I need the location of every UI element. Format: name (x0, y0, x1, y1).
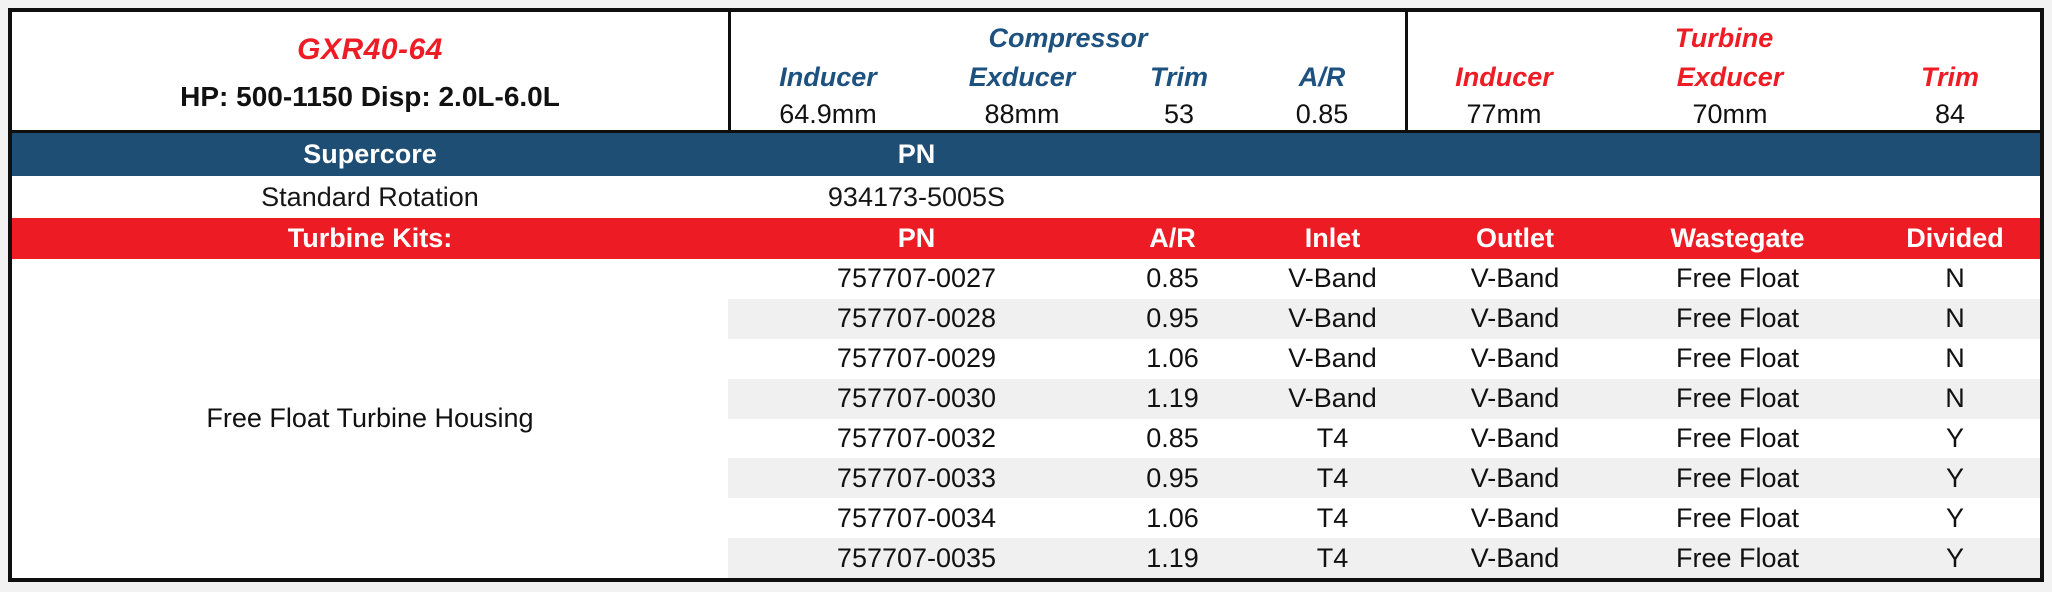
header-block: GXR40-64 HP: 500-1150 Disp: 2.0L-6.0L Co… (12, 12, 2040, 133)
turbine-section: Turbine Inducer Exducer Trim 77mm 70mm 8… (1408, 12, 2040, 132)
kit-divided: N (1945, 263, 1965, 294)
kit-inlet: V-Band (1288, 263, 1377, 294)
turbine-exducer-value: 70mm (1692, 98, 1768, 129)
kit-pn: 757707-0030 (836, 383, 997, 414)
kits-header-outlet: Outlet (1476, 223, 1554, 253)
kit-ar: 1.19 (1146, 542, 1199, 573)
turbine-kits-header-band: Turbine Kits: PN A/R Inlet Outlet Wasteg… (12, 218, 2040, 259)
kits-header-ar: A/R (1149, 223, 1196, 253)
kit-inlet: V-Band (1288, 383, 1377, 414)
kit-divided: Y (1945, 542, 1964, 573)
compressor-header-inducer: Inducer (779, 61, 877, 92)
turbine-header-trim: Trim (1920, 61, 1980, 92)
kit-wastegate: Free Float (1675, 303, 1800, 334)
kit-divided: Y (1945, 502, 1964, 533)
kits-table-body: Free Float Turbine Housing 757707-0027 0… (12, 259, 2040, 578)
kit-ar: 1.19 (1146, 383, 1199, 414)
kit-row: 757707-0029 1.06 V-Band V-Band Free Floa… (12, 339, 2040, 379)
supercore-header-band: Supercore PN (12, 133, 2040, 176)
kit-wastegate: Free Float (1675, 343, 1800, 374)
kit-divided: N (1945, 303, 1965, 334)
turbine-values-row: 77mm 70mm 84 (1408, 96, 2040, 132)
kit-outlet: V-Band (1470, 263, 1560, 294)
turbine-kits-label: Turbine Kits: (287, 223, 453, 253)
kits-header-pn: PN (897, 223, 936, 253)
compressor-headers-row: Inducer Exducer Trim A/R (731, 58, 1405, 96)
compressor-inducer-value: 64.9mm (779, 98, 877, 129)
kit-inlet: T4 (1316, 422, 1349, 453)
kit-pn: 757707-0029 (836, 343, 997, 374)
kit-wastegate: Free Float (1675, 462, 1800, 493)
turbine-trim-value: 84 (1934, 98, 1966, 129)
turbine-inducer-value: 77mm (1466, 98, 1542, 129)
compressor-header-exducer: Exducer (968, 61, 1076, 92)
kit-ar: 1.06 (1146, 343, 1199, 374)
supercore-row: Standard Rotation 934173-5005S (12, 176, 2040, 218)
kit-row: 757707-0028 0.95 V-Band V-Band Free Floa… (12, 298, 2040, 339)
kit-row: 757707-0034 1.06 T4 V-Band Free Float Y (12, 498, 2040, 538)
kit-outlet: V-Band (1470, 462, 1560, 493)
product-header-cell: GXR40-64 HP: 500-1150 Disp: 2.0L-6.0L (12, 12, 728, 132)
kit-inlet: V-Band (1288, 343, 1377, 374)
kits-header-divided: Divided (1906, 223, 2004, 253)
turbine-header-inducer: Inducer (1455, 61, 1553, 92)
kit-divided: Y (1945, 422, 1964, 453)
kit-pn: 757707-0034 (836, 502, 997, 533)
compressor-title: Compressor (988, 22, 1148, 53)
kit-pn: 757707-0035 (836, 542, 997, 573)
kit-ar: 1.06 (1146, 502, 1199, 533)
supercore-row-label: Standard Rotation (261, 181, 479, 212)
kit-row: 757707-0035 1.19 T4 V-Band Free Float Y (12, 538, 2040, 578)
kit-outlet: V-Band (1470, 383, 1560, 414)
kit-inlet: T4 (1316, 462, 1349, 493)
product-model-title: GXR40-64 (297, 33, 443, 67)
kit-pn: 757707-0027 (836, 263, 997, 294)
kit-pn: 757707-0028 (836, 303, 997, 334)
compressor-header-ar: A/R (1298, 61, 1346, 92)
compressor-exducer-value: 88mm (984, 98, 1060, 129)
kit-ar: 0.85 (1146, 263, 1199, 294)
kit-outlet: V-Band (1470, 303, 1560, 334)
kit-inlet: V-Band (1288, 303, 1377, 334)
compressor-section: Compressor Inducer Exducer Trim A/R 64.9… (728, 12, 1408, 132)
supercore-pn-header: PN (897, 139, 936, 169)
kit-ar: 0.95 (1146, 462, 1199, 493)
turbine-header-exducer: Exducer (1676, 61, 1784, 92)
supercore-pn-value: 934173-5005S (827, 181, 1006, 212)
kit-inlet: T4 (1316, 542, 1349, 573)
kit-outlet: V-Band (1470, 343, 1560, 374)
kit-outlet: V-Band (1470, 422, 1560, 453)
kit-pn: 757707-0033 (836, 462, 997, 493)
kit-divided: N (1945, 383, 1965, 414)
product-specs-line: HP: 500-1150 Disp: 2.0L-6.0L (180, 80, 560, 112)
kit-ar: 0.95 (1146, 303, 1199, 334)
kit-pn: 757707-0032 (836, 422, 997, 453)
kits-header-wastegate: Wastegate (1670, 223, 1805, 253)
kit-row: 757707-0033 0.95 T4 V-Band Free Float Y (12, 458, 2040, 499)
kit-wastegate: Free Float (1675, 263, 1800, 294)
kit-wastegate: Free Float (1675, 502, 1800, 533)
compressor-ar-value: 0.85 (1295, 98, 1349, 129)
compressor-values-row: 64.9mm 88mm 53 0.85 (731, 96, 1405, 132)
kit-wastegate: Free Float (1675, 542, 1800, 573)
turbine-title: Turbine (1674, 22, 1774, 53)
kit-ar: 0.85 (1146, 422, 1199, 453)
compressor-header-trim: Trim (1149, 61, 1209, 92)
kit-row: 757707-0030 1.19 V-Band V-Band Free Floa… (12, 378, 2040, 419)
supercore-label: Supercore (303, 139, 437, 169)
spec-sheet-table: GXR40-64 HP: 500-1150 Disp: 2.0L-6.0L Co… (8, 8, 2044, 582)
compressor-trim-value: 53 (1163, 98, 1195, 129)
kits-header-inlet: Inlet (1304, 223, 1361, 253)
kit-row: 757707-0027 0.85 V-Band V-Band Free Floa… (12, 259, 2040, 299)
kit-wastegate: Free Float (1675, 422, 1800, 453)
kit-row: 757707-0032 0.85 T4 V-Band Free Float Y (12, 419, 2040, 459)
kit-inlet: T4 (1316, 502, 1349, 533)
kit-divided: Y (1945, 462, 1964, 493)
kit-outlet: V-Band (1470, 502, 1560, 533)
kit-divided: N (1945, 343, 1965, 374)
kit-outlet: V-Band (1470, 542, 1560, 573)
turbine-headers-row: Inducer Exducer Trim (1408, 58, 2040, 96)
kit-wastegate: Free Float (1675, 383, 1800, 414)
